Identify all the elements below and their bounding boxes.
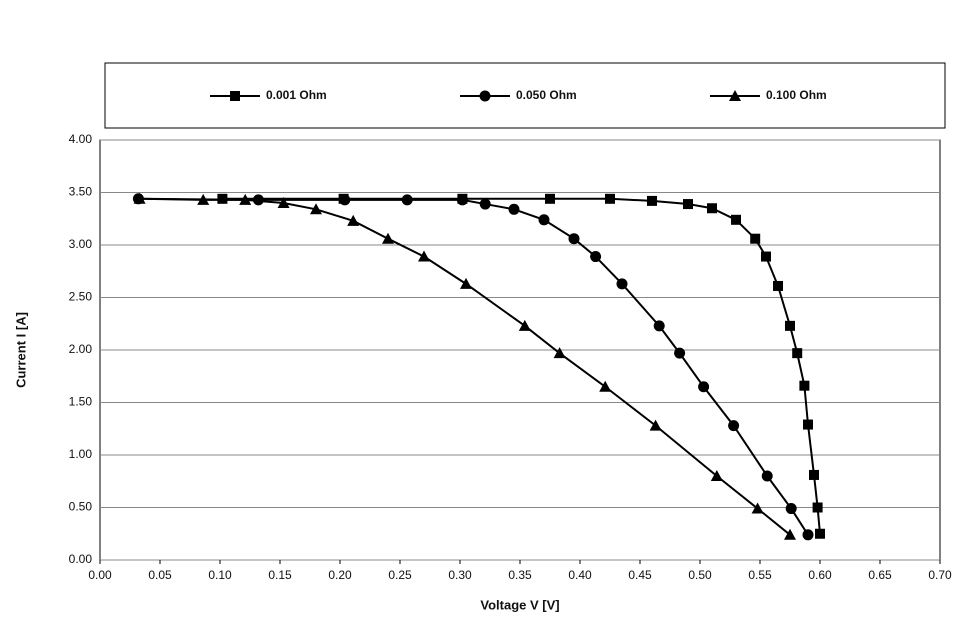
marker — [197, 193, 210, 205]
marker — [133, 192, 146, 204]
marker — [616, 278, 628, 290]
marker — [647, 195, 657, 206]
marker — [401, 194, 413, 206]
marker — [802, 529, 814, 541]
x-tick-label: 0.05 — [148, 568, 172, 582]
legend-label: 0.100 Ohm — [766, 88, 827, 102]
legend-label: 0.050 Ohm — [516, 88, 577, 102]
series-line — [222, 197, 821, 534]
marker — [751, 502, 764, 514]
marker — [683, 199, 693, 210]
marker — [773, 280, 783, 291]
marker — [599, 380, 612, 392]
y-tick-label: 0.50 — [69, 500, 93, 514]
x-tick-label: 0.60 — [808, 568, 832, 582]
y-axis-title: Current I [A] — [13, 312, 28, 388]
marker — [784, 528, 796, 540]
marker — [460, 277, 472, 289]
marker — [590, 251, 602, 263]
x-tick-label: 0.70 — [928, 568, 952, 582]
legend-label: 0.001 Ohm — [266, 88, 327, 102]
marker — [553, 347, 566, 359]
series-line — [138, 197, 809, 536]
marker — [809, 469, 819, 480]
marker — [815, 528, 825, 539]
marker — [750, 233, 761, 244]
marker — [761, 251, 771, 262]
marker — [347, 214, 360, 226]
x-tick-label: 0.50 — [688, 568, 712, 582]
marker — [803, 419, 813, 430]
x-tick-label: 0.30 — [448, 568, 472, 582]
marker — [339, 194, 351, 206]
marker — [785, 320, 795, 331]
marker — [382, 232, 394, 244]
marker — [792, 348, 803, 359]
marker — [545, 193, 555, 204]
y-tick-label: 0.00 — [69, 552, 93, 566]
marker — [479, 198, 491, 210]
marker — [538, 214, 550, 226]
marker — [799, 380, 810, 391]
marker — [785, 503, 797, 515]
marker — [707, 203, 717, 214]
marker — [605, 193, 615, 204]
y-tick-label: 3.00 — [69, 237, 93, 251]
marker — [479, 90, 491, 102]
marker — [277, 197, 290, 208]
marker — [508, 203, 520, 215]
y-tick-label: 2.00 — [69, 342, 93, 356]
x-tick-label: 0.10 — [208, 568, 232, 582]
marker — [698, 381, 710, 393]
y-tick-label: 3.50 — [69, 185, 93, 199]
y-tick-label: 2.50 — [69, 290, 93, 304]
marker — [812, 502, 823, 513]
marker — [239, 193, 252, 205]
x-tick-label: 0.45 — [628, 568, 652, 582]
marker — [731, 214, 741, 225]
x-tick-label: 0.65 — [868, 568, 892, 582]
marker — [728, 420, 740, 432]
y-tick-label: 1.50 — [69, 395, 93, 409]
marker — [456, 194, 468, 206]
marker — [418, 250, 430, 262]
marker — [252, 194, 264, 206]
marker — [674, 347, 686, 359]
y-tick-label: 1.00 — [69, 447, 93, 461]
marker — [230, 91, 240, 101]
x-tick-label: 0.20 — [328, 568, 352, 582]
x-tick-label: 0.15 — [268, 568, 292, 582]
marker — [518, 319, 531, 331]
marker — [710, 470, 723, 481]
x-axis-title: Voltage V [V] — [480, 597, 559, 612]
marker — [568, 233, 580, 245]
x-tick-label: 0.35 — [508, 568, 532, 582]
x-tick-label: 0.55 — [748, 568, 772, 582]
x-tick-label: 0.25 — [388, 568, 412, 582]
x-tick-label: 0.00 — [88, 568, 112, 582]
marker — [649, 419, 662, 431]
marker — [653, 320, 665, 332]
y-tick-label: 4.00 — [69, 132, 93, 146]
marker — [761, 470, 773, 482]
series-line — [139, 197, 791, 536]
marker — [310, 203, 322, 215]
x-tick-label: 0.40 — [568, 568, 592, 582]
marker — [729, 90, 741, 101]
